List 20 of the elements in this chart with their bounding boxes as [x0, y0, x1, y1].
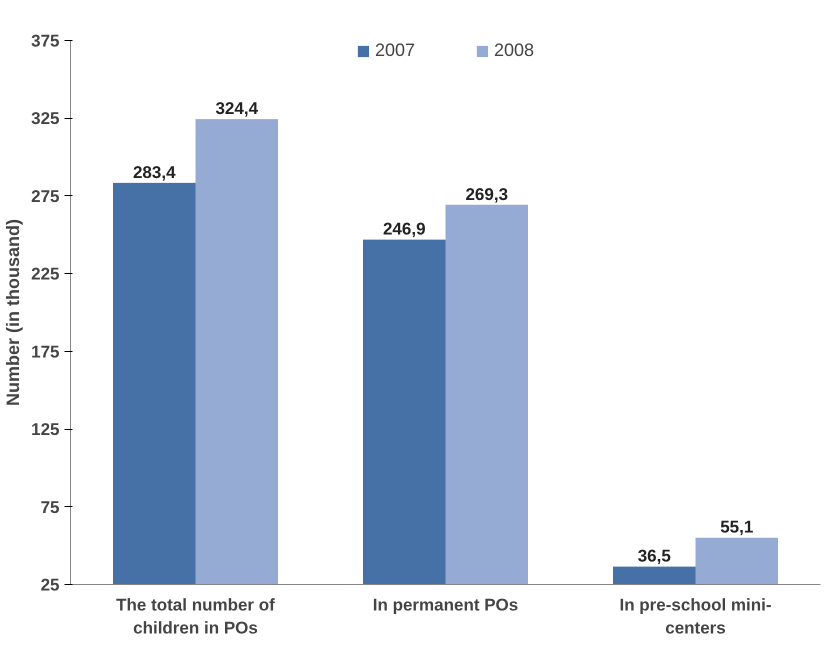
- y-tick-label: 125: [31, 420, 60, 440]
- legend-label: 2008: [494, 40, 534, 61]
- y-tick-label: 75: [40, 498, 60, 517]
- y-tick-label: 375: [31, 32, 60, 50]
- data-label: 283,4: [132, 162, 176, 182]
- y-tick-label: 225: [31, 264, 60, 284]
- y-tick-label: 325: [31, 109, 60, 128]
- x-tick-label: In permanent POs: [372, 596, 518, 614]
- y-tick-label: 275: [31, 186, 60, 206]
- y-tick-label: 25: [40, 576, 60, 594]
- legend-label: 2007: [374, 40, 415, 61]
- data-label: 324,4: [215, 99, 259, 118]
- data-label: 55,1: [720, 518, 754, 537]
- data-label: 269,3: [465, 184, 508, 204]
- x-tick-label: In pre-school mini-centers: [619, 596, 772, 638]
- x-tick-label: The total number of children in POs: [116, 596, 276, 638]
- data-label: 36,5: [638, 546, 671, 566]
- y-tick-label: 175: [31, 342, 60, 362]
- data-label: 246,9: [382, 220, 426, 239]
- y-axis-title: Number (in thousand): [3, 218, 24, 406]
